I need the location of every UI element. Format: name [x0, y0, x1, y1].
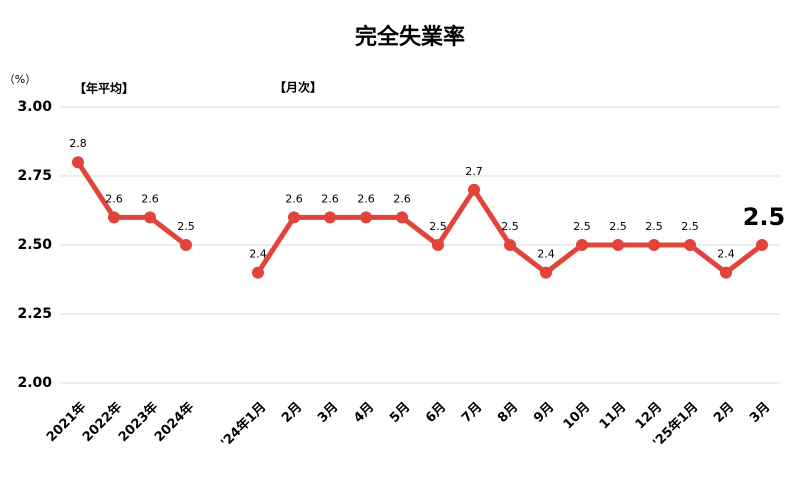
line: [75, 160, 764, 276]
x-tick-label: 3月: [315, 400, 341, 426]
point: [504, 239, 516, 251]
y-tick-label: 2.00: [17, 375, 52, 391]
point: [324, 211, 336, 224]
y-tick-label: 3.00: [17, 99, 52, 115]
point: [756, 239, 768, 251]
value-label: 2.6: [321, 192, 339, 205]
point: [288, 211, 300, 224]
x-tick-label: 12月: [633, 400, 666, 433]
point: [540, 266, 552, 279]
value-label: 2.6: [285, 192, 303, 205]
point: [576, 239, 588, 251]
value-label: 2.5: [177, 220, 195, 233]
point: [432, 239, 444, 251]
value-label: 2.5: [609, 220, 627, 233]
value-label: 2.5: [743, 203, 786, 231]
point: [180, 239, 192, 251]
point: [252, 266, 264, 279]
x-tick-label: 8月: [495, 400, 521, 426]
x-tick-label: 2024年: [151, 399, 197, 445]
x-tick-label: 6月: [423, 400, 449, 426]
value-label: 2.6: [357, 192, 375, 205]
x-tick-label: 7月: [459, 400, 485, 426]
value-label: 2.5: [645, 220, 663, 233]
point: [396, 211, 408, 224]
annotation: 【年平均】: [74, 81, 134, 96]
point: [144, 211, 156, 224]
y-unit: （%）: [4, 73, 36, 86]
value-label: 2.5: [681, 220, 699, 233]
y-tick-label: 2.75: [17, 168, 52, 184]
point: [108, 211, 120, 224]
x-tick-label: '24年1月: [218, 399, 270, 451]
value-label: 2.6: [393, 192, 411, 205]
value-label: 2.4: [717, 248, 735, 261]
point: [612, 239, 624, 251]
value-label: 2.4: [537, 248, 555, 261]
x-tick-label: 4月: [351, 400, 377, 426]
value-label: 2.8: [69, 137, 87, 150]
value-label: 2.5: [429, 220, 447, 233]
point: [72, 156, 84, 169]
point: [468, 183, 480, 196]
x-tick-label: 11月: [597, 400, 630, 433]
x-tick-label: 2月: [711, 400, 737, 426]
x-tick-label: 3月: [747, 400, 773, 426]
point: [648, 239, 660, 251]
x-tick-label: 10月: [561, 400, 594, 433]
point: [720, 266, 732, 279]
value-label: 2.5: [501, 220, 519, 233]
y-tick-label: 2.25: [17, 306, 52, 322]
value-label: 2.7: [465, 165, 483, 178]
point: [360, 211, 372, 224]
annotation: 【月次】: [274, 80, 322, 95]
value-label: 2.6: [105, 192, 123, 205]
chart-title: 完全失業率: [355, 24, 465, 50]
x-tick-label: 5月: [387, 400, 413, 426]
value-label: 2.6: [141, 192, 159, 205]
value-label: 2.5: [573, 220, 591, 233]
x-tick-label: 9月: [531, 400, 557, 426]
y-tick-label: 2.50: [17, 237, 52, 253]
value-label: 2.4: [249, 248, 267, 261]
point: [684, 239, 696, 251]
x-tick-label: 2月: [279, 400, 305, 426]
